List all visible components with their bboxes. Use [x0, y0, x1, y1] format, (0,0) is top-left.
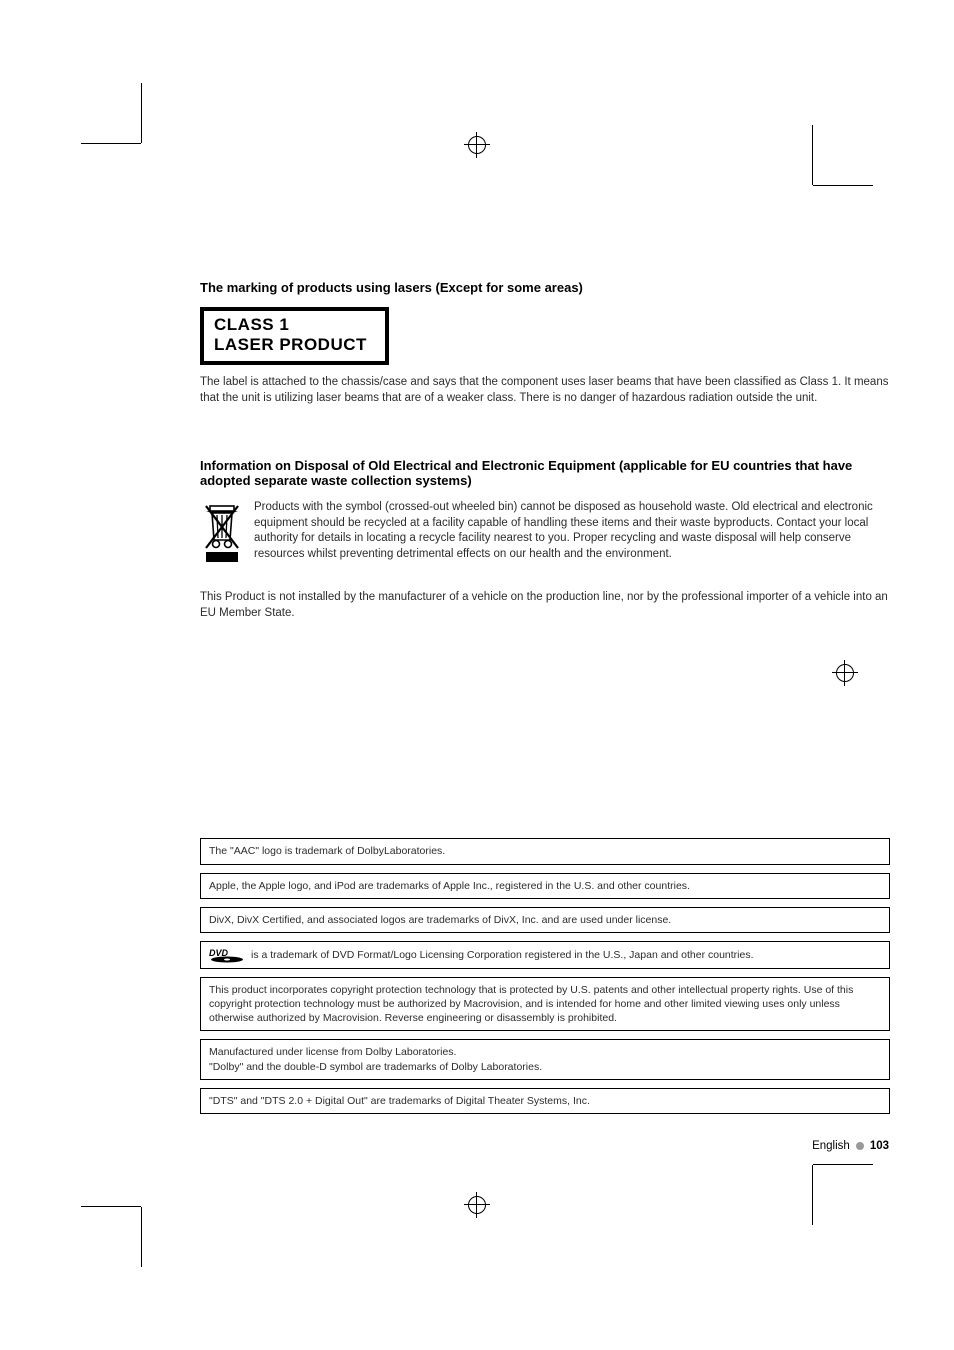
crop-mark [81, 143, 141, 144]
disposal-heading: Information on Disposal of Old Electrica… [200, 458, 890, 488]
svg-text:DVD: DVD [209, 948, 229, 958]
trademark-apple: Apple, the Apple logo, and iPod are trad… [200, 873, 890, 899]
laser-class-label: CLASS 1 LASER PRODUCT [200, 307, 389, 365]
page-footer: English 103 [812, 1140, 889, 1152]
trademark-dts: "DTS" and "DTS 2.0 + Digital Out" are tr… [200, 1088, 890, 1114]
page-content: The marking of products using lasers (Ex… [200, 280, 890, 621]
laser-label-line2: LASER PRODUCT [214, 335, 367, 355]
registration-mark-icon [832, 660, 858, 686]
trademark-dvd-text: is a trademark of DVD Format/Logo Licens… [251, 948, 754, 962]
disposal-section: Information on Disposal of Old Electrica… [200, 458, 890, 566]
eu-installer-note: This Product is not installed by the man… [200, 590, 890, 621]
disposal-body: Products with the symbol (crossed-out wh… [254, 500, 890, 562]
laser-heading: The marking of products using lasers (Ex… [200, 280, 890, 295]
footer-dot-icon [856, 1142, 864, 1150]
crop-mark [813, 1164, 873, 1165]
registration-mark-icon [464, 1192, 490, 1218]
laser-label-line1: CLASS 1 [214, 315, 367, 335]
trademark-aac: The "AAC" logo is trademark of DolbyLabo… [200, 838, 890, 864]
crop-mark [813, 185, 873, 186]
laser-body: The label is attached to the chassis/cas… [200, 375, 890, 406]
crop-mark [812, 125, 813, 185]
footer-language: English [812, 1140, 850, 1152]
weee-bin-icon [200, 500, 244, 566]
footer-page-number: 103 [870, 1140, 889, 1152]
crop-mark [812, 1165, 813, 1225]
crop-mark [141, 83, 142, 143]
trademark-divx: DivX, DivX Certified, and associated log… [200, 907, 890, 933]
trademark-dolby: Manufactured under license from Dolby La… [200, 1039, 890, 1079]
trademark-dvd: DVD is a trademark of DVD Format/Logo Li… [200, 941, 890, 969]
trademark-notices: The "AAC" logo is trademark of DolbyLabo… [200, 838, 890, 1122]
crop-mark [81, 1206, 141, 1207]
registration-mark-icon [464, 132, 490, 158]
trademark-macrovision: This product incorporates copyright prot… [200, 977, 890, 1032]
dvd-logo-icon: DVD [209, 947, 245, 963]
crop-mark [141, 1207, 142, 1267]
